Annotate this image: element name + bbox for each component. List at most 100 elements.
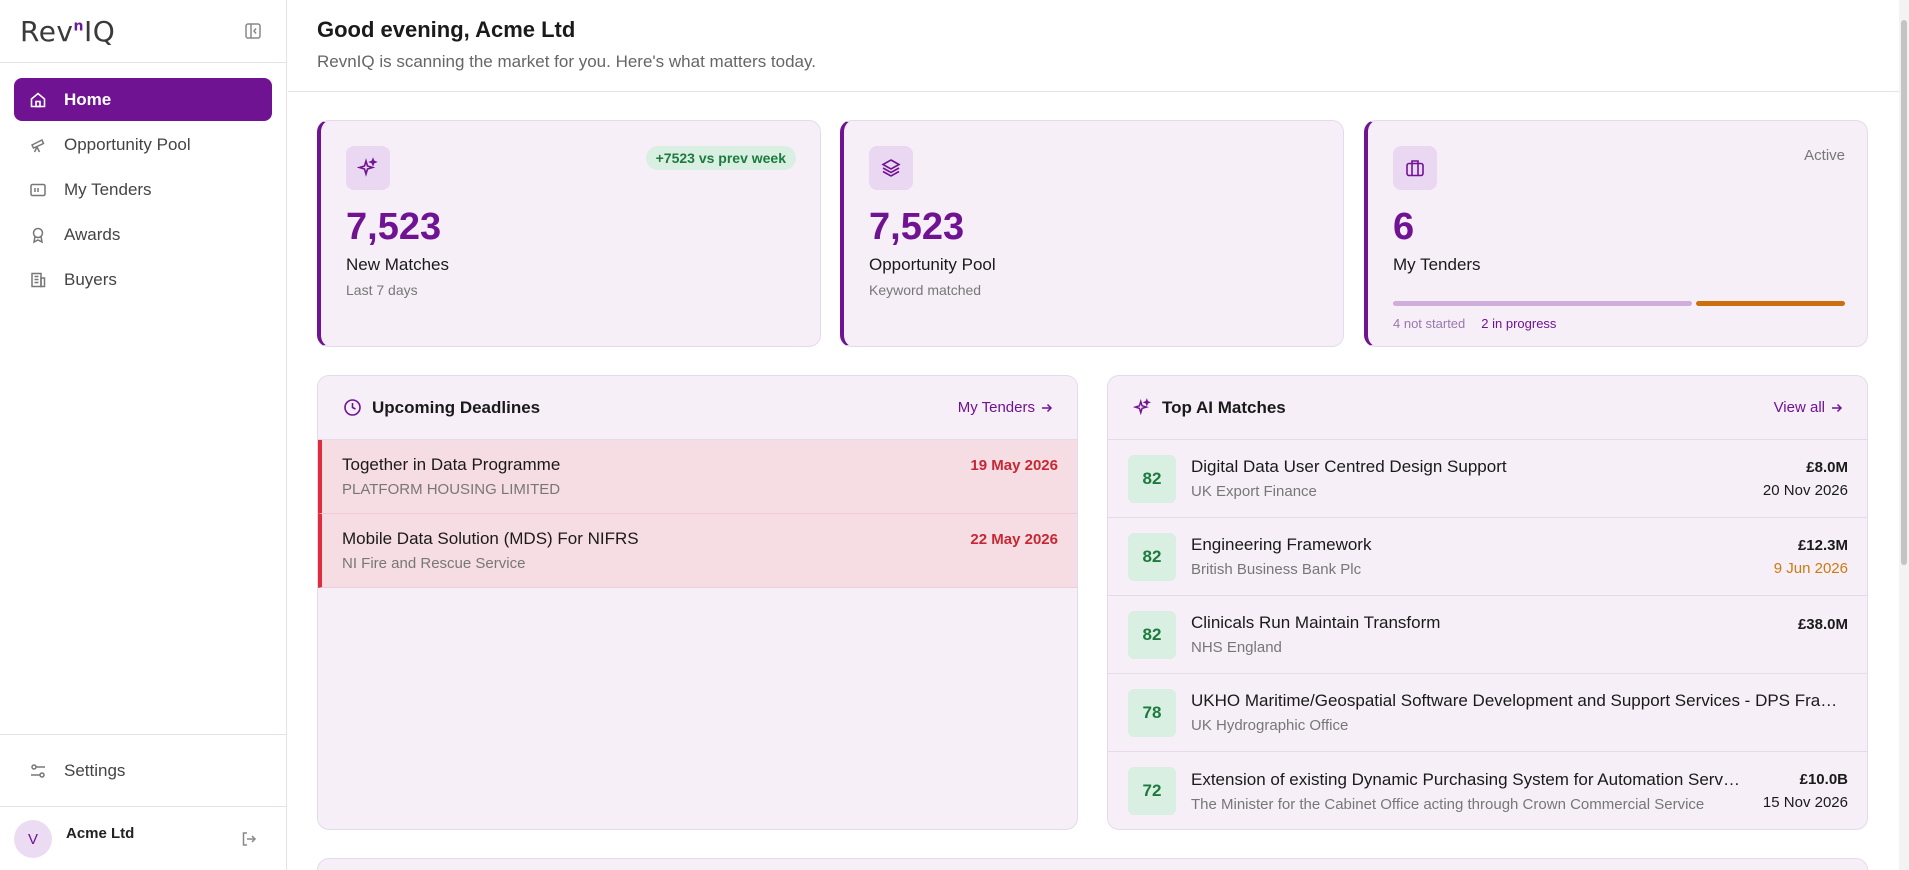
scrollbar-thumb[interactable] (1901, 20, 1907, 565)
logo[interactable]: RevnIQ (20, 15, 115, 48)
deadline-date: 19 May 2026 (970, 457, 1058, 474)
sidebar-item-my-tenders[interactable]: My Tenders (14, 168, 272, 211)
match-value: £8.0M (1806, 458, 1848, 476)
match-item[interactable]: 72 Extension of existing Dynamic Purchas… (1108, 752, 1867, 829)
sidebar-bottom: Settings V Acme Ltd (0, 734, 286, 870)
upcoming-deadlines-panel: Upcoming Deadlines My Tenders Together i… (317, 375, 1078, 830)
sidebar-collapse-icon[interactable] (244, 22, 262, 40)
stat-card-my-tenders[interactable]: Active 6 My Tenders 4 not started 2 in p… (1364, 120, 1868, 347)
match-meta: £10.0B 15 Nov 2026 (1763, 771, 1848, 811)
deadline-item[interactable]: Together in Data Programme PLATFORM HOUS… (318, 440, 1077, 514)
sidebar-item-label: Awards (64, 224, 121, 244)
deadline-item[interactable]: Mobile Data Solution (MDS) For NIFRS NI … (318, 514, 1077, 588)
folder-icon (28, 180, 48, 200)
building-icon (28, 270, 48, 290)
page-scrollbar[interactable] (1899, 0, 1909, 870)
home-icon (28, 90, 48, 110)
match-org: British Business Bank Plc (1191, 561, 1362, 578)
next-section-card (317, 858, 1868, 870)
sidebar: RevnIQ Home Opportunity Pool My Tenders (0, 0, 287, 870)
match-item[interactable]: 82 Digital Data User Centred Design Supp… (1108, 440, 1867, 518)
match-org: The Minister for the Cabinet Office acti… (1191, 795, 1705, 813)
stat-value: 6 (1393, 206, 1415, 248)
stat-subtitle: Last 7 days (346, 282, 418, 298)
layers-icon (869, 146, 913, 190)
arrow-right-icon (1832, 403, 1843, 412)
match-main: Digital Data User Centred Design Support… (1191, 457, 1743, 500)
match-score-badge: 82 (1128, 532, 1176, 581)
sidebar-item-settings[interactable]: Settings (0, 735, 286, 807)
match-value: £38.0M (1797, 616, 1848, 633)
deadline-org: NI Fire and Rescue Service (342, 555, 526, 572)
tender-progress-bar (1393, 301, 1845, 306)
match-title: UKHO Maritime/Geospatial Software Develo… (1191, 691, 1848, 710)
logo-row: RevnIQ (0, 0, 286, 63)
match-item[interactable]: 82 Clinicals Run Maintain Transform NHS … (1108, 596, 1867, 674)
deadline-title: Together in Data Programme (342, 455, 561, 474)
sidebar-item-label: Home (64, 89, 112, 109)
match-main: Engineering Framework British Business B… (1191, 535, 1754, 578)
sidebar-nav: Home Opportunity Pool My Tenders Awards … (0, 63, 286, 318)
match-score-badge: 82 (1128, 610, 1176, 659)
link-label: View all (1773, 399, 1825, 416)
match-org: UK Export Finance (1191, 483, 1317, 500)
stat-subtitle: Keyword matched (869, 282, 982, 298)
sidebar-item-label: My Tenders (64, 179, 152, 199)
page-header: Good evening, Acme Ltd RevnIQ is scannin… (288, 0, 1899, 92)
sidebar-item-buyers[interactable]: Buyers (14, 258, 272, 301)
sidebar-item-home[interactable]: Home (14, 78, 272, 121)
sidebar-item-label: Opportunity Pool (64, 134, 191, 154)
user-name: Acme Ltd (66, 824, 135, 842)
panel-header: Top AI Matches View all (1108, 376, 1867, 440)
sidebar-item-awards[interactable]: Awards (14, 213, 272, 256)
link-label: My Tenders (957, 399, 1035, 416)
stat-title: My Tenders (1393, 255, 1481, 274)
match-value: £10.0B (1799, 771, 1848, 788)
match-main: Clinicals Run Maintain Transform NHS Eng… (1191, 613, 1778, 656)
logo-sup: n (73, 18, 84, 35)
delta-badge: +7523 vs prev week (645, 146, 796, 170)
match-title: Engineering Framework (1191, 535, 1372, 554)
legend-in-progress: 2 in progress (1481, 316, 1557, 331)
match-item[interactable]: 82 Engineering Framework British Busines… (1108, 518, 1867, 596)
match-value: £12.3M (1797, 536, 1848, 554)
deadline-title: Mobile Data Solution (MDS) For NIFRS (342, 529, 639, 548)
sidebar-item-opportunity-pool[interactable]: Opportunity Pool (14, 123, 272, 166)
progress-not-started (1393, 301, 1692, 306)
match-meta: £12.3M 9 Jun 2026 (1774, 537, 1848, 577)
match-title: Digital Data User Centred Design Support (1191, 457, 1507, 476)
panel-title: Upcoming Deadlines (372, 397, 541, 417)
stat-card-opportunity-pool[interactable]: 7,523 Opportunity Pool Keyword matched (840, 120, 1344, 347)
clock-icon (342, 398, 362, 418)
panel-title: Top AI Matches (1162, 397, 1286, 417)
progress-legend: 4 not started 2 in progress (1393, 316, 1845, 331)
match-main: Extension of existing Dynamic Purchasing… (1191, 770, 1743, 813)
match-score-badge: 72 (1128, 767, 1176, 815)
sidebar-item-label: Buyers (64, 269, 117, 289)
status-label: Active (1804, 147, 1845, 164)
sparkles-icon (346, 146, 390, 190)
logo-text: Rev (20, 14, 74, 48)
logo-text-end: IQ (83, 14, 116, 48)
match-title: Clinicals Run Maintain Transform (1191, 613, 1441, 632)
stat-card-new-matches[interactable]: +7523 vs prev week 7,523 New Matches Las… (317, 120, 821, 347)
briefcase-icon (1393, 146, 1437, 190)
match-score-badge: 82 (1128, 454, 1176, 503)
stat-title: Opportunity Pool (869, 255, 996, 274)
page-title: Good evening, Acme Ltd (317, 17, 576, 42)
logout-icon[interactable] (240, 830, 258, 848)
deadline-date: 22 May 2026 (970, 531, 1058, 548)
sparkles-icon (1132, 398, 1152, 418)
match-meta: £8.0M 20 Nov 2026 (1763, 459, 1848, 499)
progress-in-progress (1695, 301, 1845, 306)
page-subtitle: RevnIQ is scanning the market for you. H… (317, 52, 816, 71)
view-all-link[interactable]: View all (1774, 399, 1843, 416)
deadline-org: PLATFORM HOUSING LIMITED (342, 481, 561, 498)
my-tenders-link[interactable]: My Tenders (958, 399, 1053, 416)
legend-not-started: 4 not started (1393, 316, 1466, 331)
avatar[interactable]: V (14, 820, 52, 858)
top-ai-matches-panel: Top AI Matches View all 82 Digital Data … (1107, 375, 1868, 830)
match-item[interactable]: 78 UKHO Maritime/Geospatial Software Dev… (1108, 674, 1867, 752)
match-main: UKHO Maritime/Geospatial Software Develo… (1191, 691, 1848, 734)
match-meta: £38.0M (1798, 616, 1848, 633)
